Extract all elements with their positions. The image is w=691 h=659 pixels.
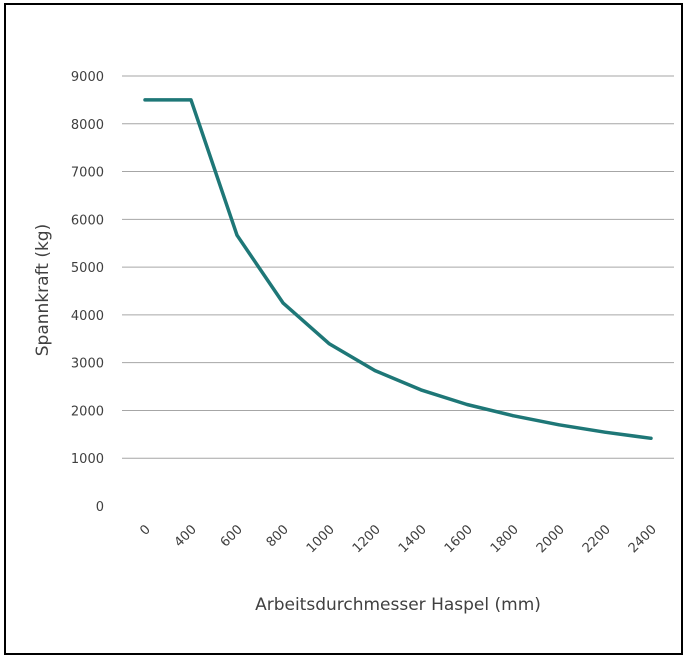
y-tick-label: 8000 — [71, 118, 104, 133]
data-point — [143, 98, 147, 102]
series-line — [143, 98, 653, 441]
y-tick-label: 6000 — [71, 213, 104, 228]
y-tick-label: 2000 — [71, 404, 104, 419]
x-tick-label: 400 — [172, 522, 200, 550]
x-tick-label: 1200 — [350, 522, 384, 556]
data-point — [373, 369, 377, 373]
y-tick-label: 9000 — [71, 70, 104, 85]
x-tick-label: 1400 — [396, 522, 430, 556]
y-tick-label: 0 — [96, 500, 104, 515]
y-tick-label: 4000 — [71, 309, 104, 324]
y-axis-title: Spannkraft (kg) — [33, 224, 53, 356]
y-tick-label: 5000 — [71, 261, 104, 276]
y-tick-label: 3000 — [71, 357, 104, 372]
gridlines — [122, 75, 674, 459]
x-tick-label: 1600 — [442, 522, 476, 556]
data-point — [465, 402, 469, 406]
data-point — [189, 98, 193, 102]
x-tick-label: 1800 — [488, 522, 522, 556]
data-point — [603, 430, 607, 434]
x-tick-label: 800 — [264, 522, 292, 550]
x-tick-label: 600 — [218, 522, 246, 550]
x-tick-label: 2200 — [580, 522, 614, 556]
y-axis-tick-labels: 0 1000 2000 3000 4000 5000 6000 7000 8000 9000 — [71, 70, 104, 515]
x-tick-label: 2400 — [626, 522, 660, 556]
data-point — [511, 414, 515, 418]
x-tick-label: 2000 — [534, 522, 568, 556]
y-tick-label: 7000 — [71, 166, 104, 181]
y-tick-label: 1000 — [71, 452, 104, 467]
x-tick-label: 1000 — [304, 522, 338, 556]
x-axis-tick-labels: 0 400 600 800 1000 1200 1400 1600 1800 2000 2200 24… — [137, 522, 659, 556]
series-group — [143, 98, 653, 441]
data-point — [649, 436, 653, 440]
x-tick-label: 0 — [137, 522, 153, 538]
data-point — [235, 233, 239, 237]
data-point — [281, 301, 285, 305]
data-point — [419, 388, 423, 392]
x-axis-title: Arbeitsdurchmesser Haspel (mm) — [255, 595, 541, 615]
chart-frame — [4, 3, 683, 655]
data-point — [557, 423, 561, 427]
data-point — [327, 342, 331, 346]
